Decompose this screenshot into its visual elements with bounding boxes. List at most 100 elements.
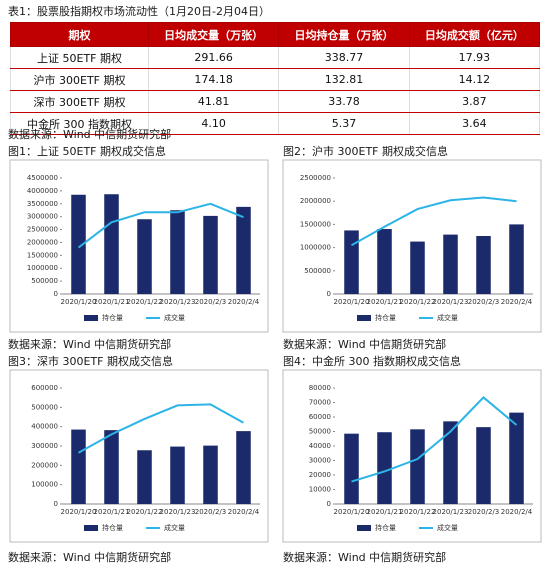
legend-label: 持仓量 <box>375 523 396 532</box>
x-tick-label: 2020/1/20 <box>334 298 370 306</box>
table-caption: 表1：股票股指期权市场流动性（1月20日-2月04日） <box>8 5 270 18</box>
bar <box>344 230 359 294</box>
y-tick-label: 300000 <box>31 442 58 450</box>
bar <box>236 206 251 294</box>
header-cell: 日均成交额（亿元） <box>408 22 541 47</box>
y-tick-label: 2000000 <box>27 238 58 246</box>
x-tick-label: 2020/1/22 <box>127 508 163 516</box>
line <box>78 403 244 454</box>
cell: 291.66 <box>147 46 280 69</box>
y-tick-label: 100000 <box>31 481 58 489</box>
source: 数据来源：Wind 中信期货研究部 <box>283 551 447 564</box>
header-cell: 日均持仓量（万张） <box>278 22 410 47</box>
bar <box>509 412 524 504</box>
cell: 5.37 <box>278 112 410 135</box>
bar <box>476 427 491 504</box>
x-tick-label: 2020/1/22 <box>400 298 436 306</box>
cell: 338.77 <box>278 46 410 69</box>
bar <box>443 421 458 504</box>
bar <box>104 430 119 504</box>
x-tick-label: 2020/2/3 <box>468 508 499 516</box>
legend-label: 成交量 <box>164 523 185 532</box>
x-tick-label: 2020/2/3 <box>195 508 226 516</box>
cell: 深市 300ETF 期权 <box>10 90 149 113</box>
y-tick-label: 50000 <box>309 428 331 436</box>
source: 数据来源：Wind 中信期货研究部 <box>283 338 447 351</box>
x-tick-label: 2020/1/23 <box>160 298 196 306</box>
y-tick-label: 2500000 <box>27 226 58 234</box>
y-tick-label: 20000 <box>309 471 331 479</box>
x-tick-label: 2020/1/20 <box>334 508 370 516</box>
bar <box>203 215 218 294</box>
y-tick-label: 70000 <box>309 399 331 407</box>
x-tick-label: 2020/2/3 <box>195 298 226 306</box>
bar <box>170 210 185 294</box>
cell: 33.78 <box>278 90 410 113</box>
y-tick-label: 500000 <box>304 267 331 275</box>
y-tick-label: 0 <box>327 500 331 508</box>
line <box>351 196 517 247</box>
chart-frame <box>9 159 269 333</box>
y-tick-label: 0 <box>54 290 58 298</box>
y-tick-label: 1500000 <box>300 220 331 228</box>
bar <box>71 194 86 294</box>
cell: 17.93 <box>408 46 541 69</box>
legend-label: 成交量 <box>437 523 458 532</box>
x-tick-label: 2020/1/20 <box>61 298 97 306</box>
bar <box>410 241 425 294</box>
x-tick-label: 2020/1/20 <box>61 508 97 516</box>
chart-frame <box>9 369 269 543</box>
cell: 中金所 300 指数期权 <box>10 112 149 135</box>
y-tick-label: 80000 <box>309 384 331 392</box>
x-tick-label: 2020/2/3 <box>468 298 499 306</box>
table: 期权 日均成交量（万张） 日均持仓量（万张） 日均成交额（亿元） 上证 50ET… <box>10 22 541 135</box>
y-tick-label: 10000 <box>309 486 331 494</box>
line <box>351 396 518 483</box>
x-tick-label: 2020/1/23 <box>433 508 469 516</box>
y-tick-label: 0 <box>327 290 331 298</box>
y-tick-label: 200000 <box>31 461 58 469</box>
y-tick-label: 1500000 <box>27 251 58 259</box>
figure-caption: 图2：沪市 300ETF 期权成交信息 <box>283 145 448 158</box>
x-tick-label: 2020/1/22 <box>400 508 436 516</box>
legend-label: 持仓量 <box>375 313 396 322</box>
bar <box>137 219 152 294</box>
legend-label: 成交量 <box>437 313 458 322</box>
source: 数据来源：Wind 中信期货研究部 <box>8 551 172 564</box>
legend-label: 成交量 <box>164 313 185 322</box>
bar <box>71 429 86 504</box>
bar <box>137 450 152 504</box>
source: 数据来源：Wind 中信期货研究部 <box>8 338 172 351</box>
legend-swatch <box>84 315 98 321</box>
y-tick-label: 30000 <box>309 457 331 465</box>
y-tick-label: 3500000 <box>27 200 58 208</box>
cell: 3.64 <box>408 112 541 135</box>
figure-caption: 图1：上证 50ETF 期权成交信息 <box>8 145 166 158</box>
line <box>77 202 244 249</box>
bar <box>377 432 392 504</box>
legend-swatch <box>357 525 371 531</box>
source: 数据来源：Wind 中信期货研究部 <box>8 128 172 141</box>
y-tick-label: 400000 <box>31 423 58 431</box>
y-tick-label: 500000 <box>31 403 58 411</box>
bar <box>104 194 119 294</box>
cell: 3.87 <box>408 90 541 113</box>
y-tick-label: 3000000 <box>27 213 58 221</box>
x-tick-label: 2020/1/21 <box>94 508 130 516</box>
y-tick-label: 60000 <box>309 413 331 421</box>
y-tick-label: 500000 <box>31 277 58 285</box>
y-tick-label: 600000 <box>31 384 58 392</box>
legend-label: 持仓量 <box>102 523 123 532</box>
figure-caption: 图4：中金所 300 指数期权成交信息 <box>283 355 461 368</box>
x-tick-label: 2020/1/21 <box>367 298 403 306</box>
y-tick-label: 1000000 <box>300 244 331 252</box>
cell: 14.12 <box>408 68 541 91</box>
cell: 174.18 <box>147 68 280 91</box>
y-tick-label: 4500000 <box>27 174 58 182</box>
x-tick-label: 2020/1/21 <box>94 298 130 306</box>
y-tick-label: 4000000 <box>27 187 58 195</box>
bar <box>509 224 524 294</box>
x-tick-label: 2020/1/23 <box>160 508 196 516</box>
bar <box>236 431 251 504</box>
